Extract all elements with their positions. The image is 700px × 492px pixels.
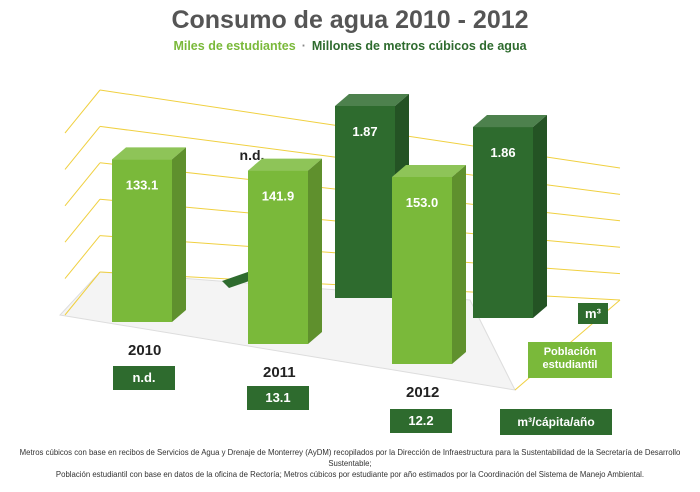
bar-students-front (112, 159, 172, 322)
subtitle-water: Millones de metros cúbicos de agua (311, 39, 527, 53)
bar-students-front (248, 170, 308, 344)
subtitle-separator: · (301, 39, 306, 53)
year-label-2011: 2011 (263, 364, 296, 381)
bar-water-2012: 1.86 (473, 115, 547, 319)
bar-students-top (112, 147, 186, 160)
chart-subtitle: Miles de estudiantes · Millones de metros … (0, 39, 700, 53)
per-capita-2012: 12.2 (390, 409, 452, 433)
bar-students-front (392, 177, 452, 364)
grid-line-side (64, 162, 101, 207)
bar-students-top (248, 158, 322, 171)
grid-line-side (64, 89, 101, 134)
footnote-line2: Población estudiantil con base en datos … (55, 470, 645, 479)
legend-water: m³ (578, 303, 608, 324)
legend-students-line2: estudiantil (542, 359, 598, 371)
bar-water-side (533, 115, 547, 319)
bar-water-top (473, 115, 547, 128)
bar-students-side (452, 165, 466, 364)
bar-students-label: 153.0 (406, 195, 439, 210)
footnote-line1: Metros cúbicos con base en recibos de Se… (19, 448, 681, 468)
subtitle-students: Miles de estudiantes (173, 39, 296, 53)
per-capita-2011: 13.1 (247, 386, 309, 410)
year-label-2010: 2010 (128, 342, 162, 359)
per-capita-2010: n.d. (113, 366, 175, 390)
bar-water-top (335, 94, 409, 106)
bar-students-2012: 153.0 (392, 165, 466, 364)
grid-line-side (64, 198, 101, 243)
bar-water-front (473, 127, 533, 319)
bar-students-2011: 141.9 (248, 158, 322, 344)
bar-water-label: 1.87 (352, 124, 377, 139)
bar-students-label: 133.1 (126, 177, 159, 192)
bar-students-top (392, 165, 466, 177)
bar-students-label: 141.9 (262, 189, 295, 204)
legend-students-line1: Población (543, 346, 597, 358)
bar-students-side (172, 147, 186, 322)
bar-students-2010: 133.1 (112, 147, 186, 322)
chart-title: Consumo de agua 2010 - 2012 (171, 6, 529, 34)
bar-water-label: 1.86 (490, 145, 515, 160)
year-label-2012: 2012 (406, 384, 440, 401)
legend-students: Población estudiantil (528, 342, 612, 378)
bar-students-side (308, 158, 322, 344)
grid-line-side (64, 271, 101, 316)
bar-water-label: n.d. (240, 147, 265, 163)
footnote: Metros cúbicos con base en recibos de Se… (0, 447, 700, 480)
legend-per-capita: m³/cápita/año (500, 409, 612, 435)
grid-line-side (64, 235, 101, 279)
grid-line-side (64, 126, 101, 170)
bar-water-front (335, 106, 395, 298)
